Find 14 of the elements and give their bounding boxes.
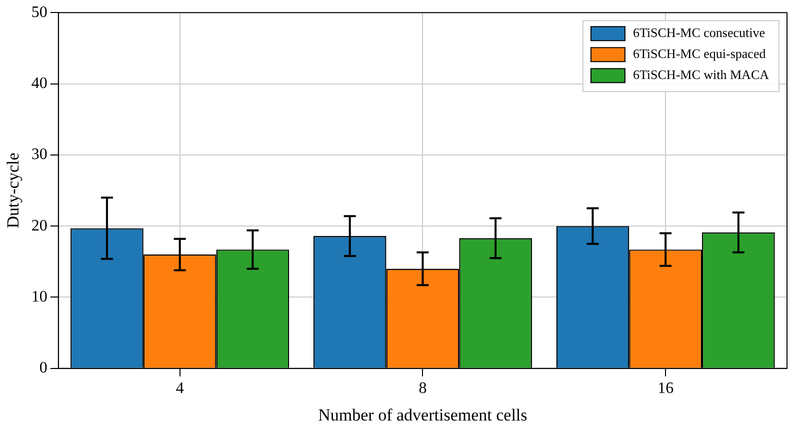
- y-tick-label: 30: [31, 146, 48, 164]
- y-tick-label: 50: [31, 4, 48, 21]
- y-tick-label: 20: [31, 217, 48, 234]
- y-axis-title: Duty-cycle: [4, 152, 23, 228]
- x-tick-label: 4: [176, 380, 184, 398]
- x-axis-title: Number of advertisement cells: [318, 405, 528, 424]
- y-tick-label: 40: [31, 74, 48, 92]
- legend-label: 6TiSCH-MC consecutive: [632, 25, 766, 40]
- x-tick-label: 16: [658, 380, 674, 398]
- y-tick-label: 0: [39, 360, 48, 377]
- legend-label: 6TiSCH-MC with MACA: [632, 67, 770, 82]
- y-tick-label: 10: [31, 288, 48, 306]
- legend-label: 6TiSCH-MC equi-spaced: [632, 46, 766, 62]
- x-tick-label: 8: [418, 380, 427, 398]
